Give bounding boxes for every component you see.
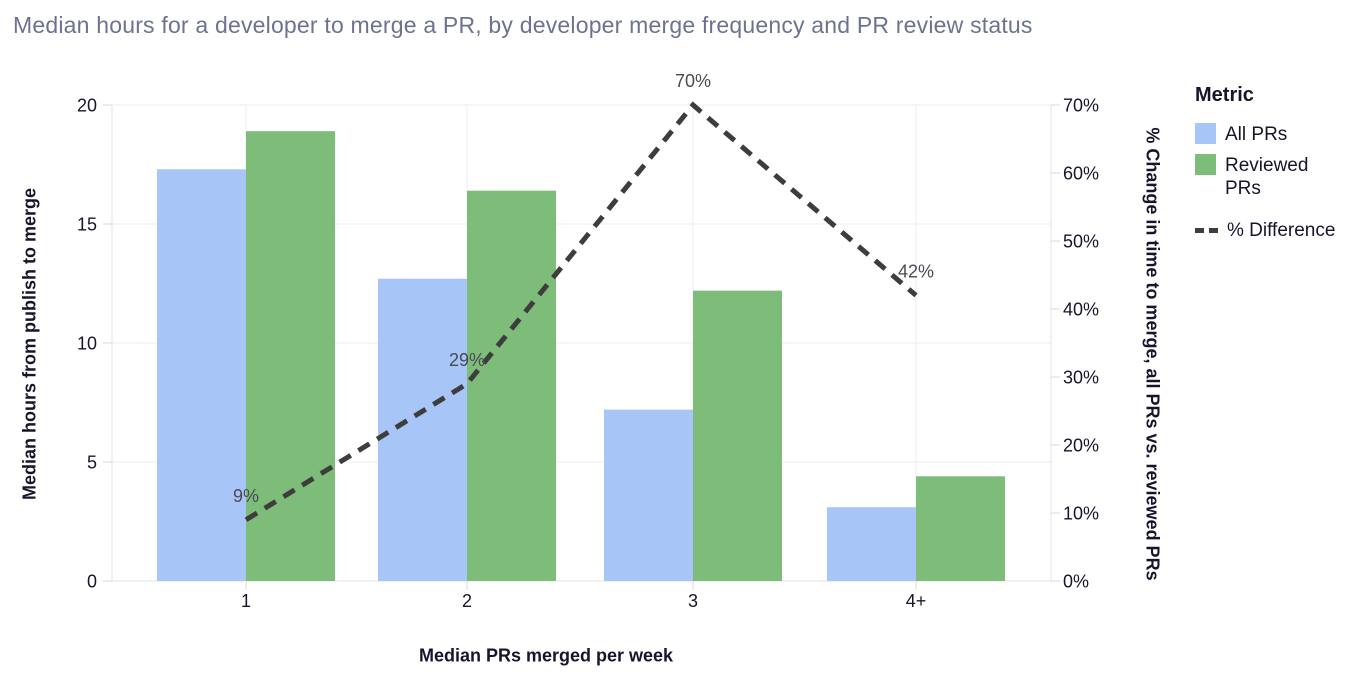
bar-all-prs-3[interactable] xyxy=(604,409,693,581)
line-point-label: 29% xyxy=(449,350,485,370)
bar-all-prs-2[interactable] xyxy=(378,278,467,581)
bar-reviewed-prs-4+[interactable] xyxy=(916,476,1005,581)
right-axis-tick-label: 10% xyxy=(1063,504,1099,524)
dashed-line-swatch xyxy=(1195,228,1218,233)
x-axis-tick-label: 1 xyxy=(241,591,251,611)
x-axis-title: Median PRs merged per week xyxy=(418,645,674,666)
reviewed-prs-swatch xyxy=(1195,154,1216,175)
legend-item-all-prs[interactable]: All PRs xyxy=(1195,123,1355,146)
line-point-label: 42% xyxy=(898,261,934,281)
legend-label: All PRs xyxy=(1225,124,1288,145)
bar-reviewed-prs-2[interactable] xyxy=(467,190,556,581)
legend-title: Metric xyxy=(1195,84,1254,106)
x-axis-tick-label: 2 xyxy=(462,591,472,611)
right-axis-title: % Change in time to merge, all PRs vs. r… xyxy=(1142,127,1163,581)
x-axis-tick-label: 4+ xyxy=(906,591,927,611)
legend: Metric All PRs Reviewed PRs % Difference xyxy=(1195,84,1355,250)
right-axis-tick-label: 40% xyxy=(1063,300,1099,320)
legend-label: % Difference xyxy=(1227,220,1336,241)
left-axis-title: Median hours from publish to merge xyxy=(19,187,40,501)
right-axis-tick-label: 70% xyxy=(1063,96,1099,116)
legend-item-pct-difference[interactable]: % Difference xyxy=(1195,219,1355,242)
legend-item-reviewed-prs[interactable]: Reviewed PRs xyxy=(1195,154,1355,200)
line-point-label: 9% xyxy=(233,486,259,506)
right-axis-tick-label: 0% xyxy=(1063,572,1089,592)
right-axis-tick-label: 50% xyxy=(1063,232,1099,252)
x-axis-tick-label: 3 xyxy=(688,591,698,611)
bar-reviewed-prs-3[interactable] xyxy=(693,290,782,581)
bar-all-prs-4+[interactable] xyxy=(827,507,916,581)
left-axis-tick-label: 5 xyxy=(87,453,97,473)
left-axis-tick-label: 15 xyxy=(77,215,97,235)
right-axis-tick-label: 30% xyxy=(1063,368,1099,388)
bar-all-prs-1[interactable] xyxy=(157,169,246,581)
right-axis-tick-label: 20% xyxy=(1063,436,1099,456)
chart-title: Median hours for a developer to merge a … xyxy=(13,12,1033,38)
pct-difference-line xyxy=(244,101,918,522)
legend-label: Reviewed PRs xyxy=(1225,155,1309,199)
left-axis-tick-label: 20 xyxy=(77,96,97,116)
left-axis-tick-label: 0 xyxy=(87,572,97,592)
all-prs-swatch xyxy=(1195,123,1216,144)
left-axis-tick-label: 10 xyxy=(77,334,97,354)
right-axis-tick-label: 60% xyxy=(1063,164,1099,184)
bar-reviewed-prs-1[interactable] xyxy=(246,131,335,581)
line-point-label: 70% xyxy=(675,71,711,91)
